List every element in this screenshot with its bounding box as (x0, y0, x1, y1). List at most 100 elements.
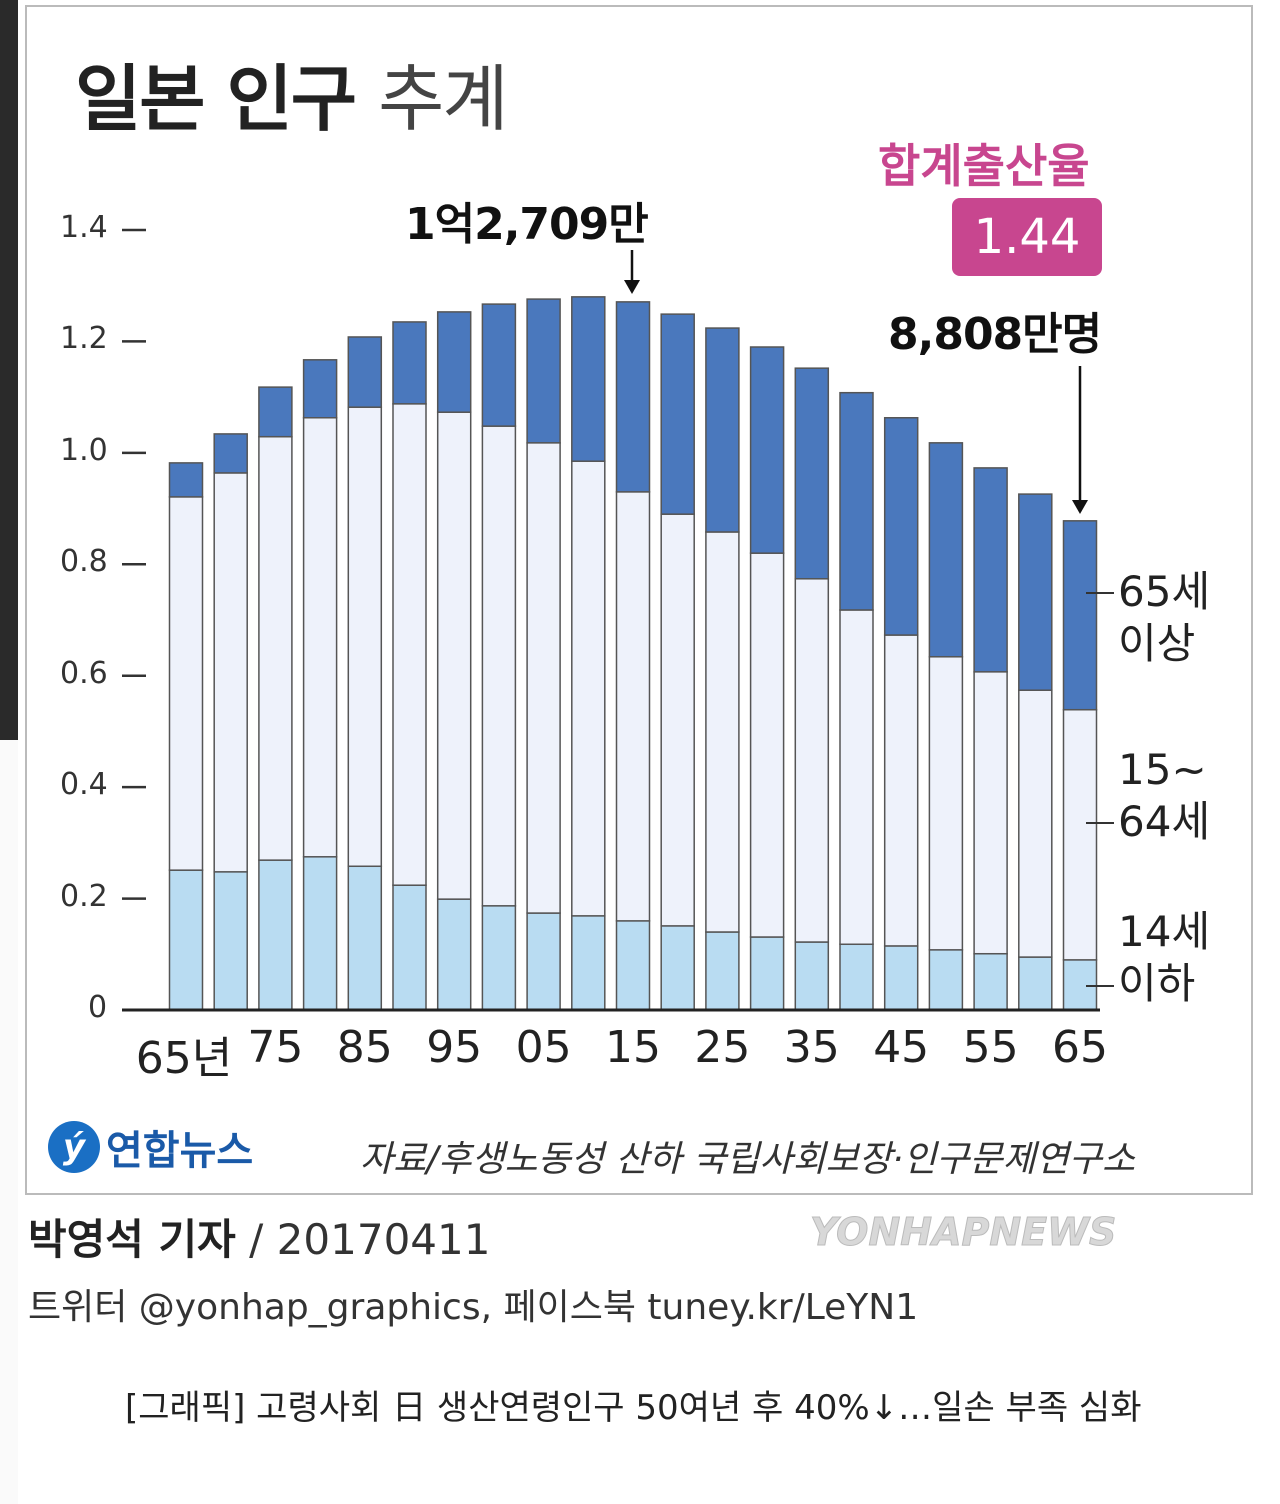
bar-segment-2-13 (749, 346, 785, 554)
legend-old: 65세 이상 (1118, 566, 1210, 670)
bar-segment-2-12 (705, 327, 740, 533)
bar-segment-2-6 (436, 311, 472, 413)
peak-annotation: 1억2,709만 (405, 199, 649, 250)
bar-segment-0-3 (302, 856, 338, 1011)
bar-segment-1-4 (347, 406, 383, 868)
left-edge (0, 0, 18, 740)
bar-segment-2-7 (481, 303, 517, 427)
bar-segment-2-1 (213, 433, 248, 474)
y-tick-label: 1.0 (60, 432, 108, 468)
bar-segment-2-20 (1062, 520, 1098, 711)
bar-segment-0-13 (749, 936, 785, 1011)
byline: 박영석 기자 / 20170411 (28, 1206, 490, 1267)
bar-segment-0-6 (436, 898, 472, 1011)
watermark: YONHAPNEWS (809, 1210, 1117, 1255)
bar-segment-2-10 (615, 301, 651, 493)
y-tick-label: 0.6 (60, 655, 108, 691)
bar-segment-0-16 (883, 945, 919, 1011)
title-light: 추계 (378, 57, 508, 141)
x-tick-label: 75 (247, 1022, 304, 1073)
article-caption: [그래픽] 고령사회 日 생산연령인구 50여년 후 40%↓…일손 부족 심화 (125, 1388, 1142, 1428)
tfr-value: 1.44 (952, 198, 1102, 276)
bar-segment-2-16 (883, 417, 919, 636)
bar-segment-0-19 (1018, 956, 1053, 1011)
legend-mid-line1: 15~ (1118, 745, 1207, 794)
end-arrow-head (1072, 500, 1088, 514)
bar-segment-1-13 (749, 552, 785, 938)
x-tick-label: 15 (605, 1022, 661, 1073)
bar-segment-0-10 (615, 920, 651, 1011)
legend-old-line2: 이상 (1118, 619, 1196, 668)
x-tick-label: 95 (426, 1022, 483, 1073)
bar-segment-0-5 (392, 884, 427, 1011)
bar-segment-2-9 (571, 296, 606, 462)
bar-segment-1-8 (526, 442, 561, 914)
x-tick-label: 35 (783, 1022, 840, 1073)
legend-young-line2: 이하 (1118, 959, 1196, 1008)
legend-mid-line2: 64세 (1118, 797, 1211, 846)
bar-segment-2-17 (928, 442, 964, 658)
x-tick-label: 25 (694, 1022, 751, 1073)
chart-title: 일본 인구 추계 (75, 40, 509, 145)
x-tick-label: 55 (962, 1022, 1019, 1073)
legend-young-line1: 14세 (1118, 907, 1211, 956)
x-tick-label: 85 (336, 1022, 393, 1073)
y-tick-label: 0 (88, 990, 108, 1025)
bar-segment-2-2 (258, 386, 293, 438)
bar-segment-0-12 (705, 931, 740, 1011)
logo-text: 연합뉴스 (106, 1128, 254, 1174)
bar-segment-1-1 (213, 472, 248, 873)
bar-segment-1-20 (1062, 708, 1098, 961)
bar-segment-2-18 (973, 467, 1008, 673)
bar-segment-0-17 (928, 949, 964, 1011)
bar-segment-2-14 (794, 367, 830, 580)
yonhap-logo-icon: ý (48, 1121, 100, 1173)
byline-name: 박영석 기자 (28, 1215, 236, 1264)
legend-young: 14세 이하 (1118, 906, 1210, 1010)
source-text: 자료/후생노동성 산하 국립사회보장·인구문제연구소 (360, 1139, 1136, 1180)
bar-segment-0-18 (973, 952, 1008, 1011)
byline-date: / 20170411 (235, 1215, 491, 1264)
bar-segment-2-5 (392, 321, 427, 405)
bar-segment-1-15 (839, 609, 874, 946)
social-links: 트위터 @yonhap_graphics, 페이스북 tuney.kr/LeYN… (28, 1287, 919, 1328)
bar-segment-1-17 (928, 656, 964, 951)
bar-segment-0-11 (660, 925, 695, 1011)
y-tick-label: 0.2 (60, 878, 108, 914)
bar-segment-2-15 (839, 391, 874, 611)
bar-segment-1-10 (615, 491, 651, 922)
x-tick-label: 05 (515, 1022, 572, 1073)
bar-segment-1-2 (258, 435, 293, 861)
title-bold: 일본 인구 (75, 57, 357, 141)
yonhap-logo: ý 연합뉴스 (48, 1118, 253, 1176)
bar-segment-0-2 (258, 859, 293, 1011)
bar-segment-0-8 (526, 912, 561, 1011)
legend-tick-mid (1086, 822, 1114, 824)
legend-tick-young (1086, 985, 1114, 987)
bar-segment-2-0 (168, 462, 204, 498)
bar-segment-1-11 (660, 513, 695, 927)
bar-segment-1-6 (436, 411, 472, 900)
bar-segment-1-12 (705, 531, 740, 933)
legend-old-line1: 65세 (1118, 567, 1211, 616)
y-tick-label: 1.2 (60, 321, 108, 357)
bar-segment-0-15 (839, 943, 874, 1011)
bar-segment-2-19 (1018, 493, 1053, 691)
end-annotation: 8,808만명 (888, 309, 1102, 360)
bar-segment-0-7 (481, 905, 517, 1011)
bar-segment-1-14 (794, 578, 830, 943)
bar-segment-2-8 (526, 298, 561, 444)
bar-segment-1-0 (168, 496, 204, 871)
bar-segment-1-7 (481, 425, 517, 907)
bar-segment-0-20 (1062, 959, 1098, 1011)
y-tick-label: 1.4 (60, 210, 108, 245)
bar-segment-2-4 (347, 336, 383, 408)
bar-segment-1-16 (883, 634, 919, 947)
x-tick-label: 45 (873, 1022, 930, 1073)
bar-segment-2-11 (660, 313, 695, 515)
bar-segment-0-14 (794, 941, 830, 1011)
bar-segment-1-3 (302, 417, 338, 858)
legend-tick-old (1086, 592, 1114, 594)
bar-segment-0-4 (347, 865, 383, 1011)
bar-segment-2-3 (302, 359, 338, 419)
